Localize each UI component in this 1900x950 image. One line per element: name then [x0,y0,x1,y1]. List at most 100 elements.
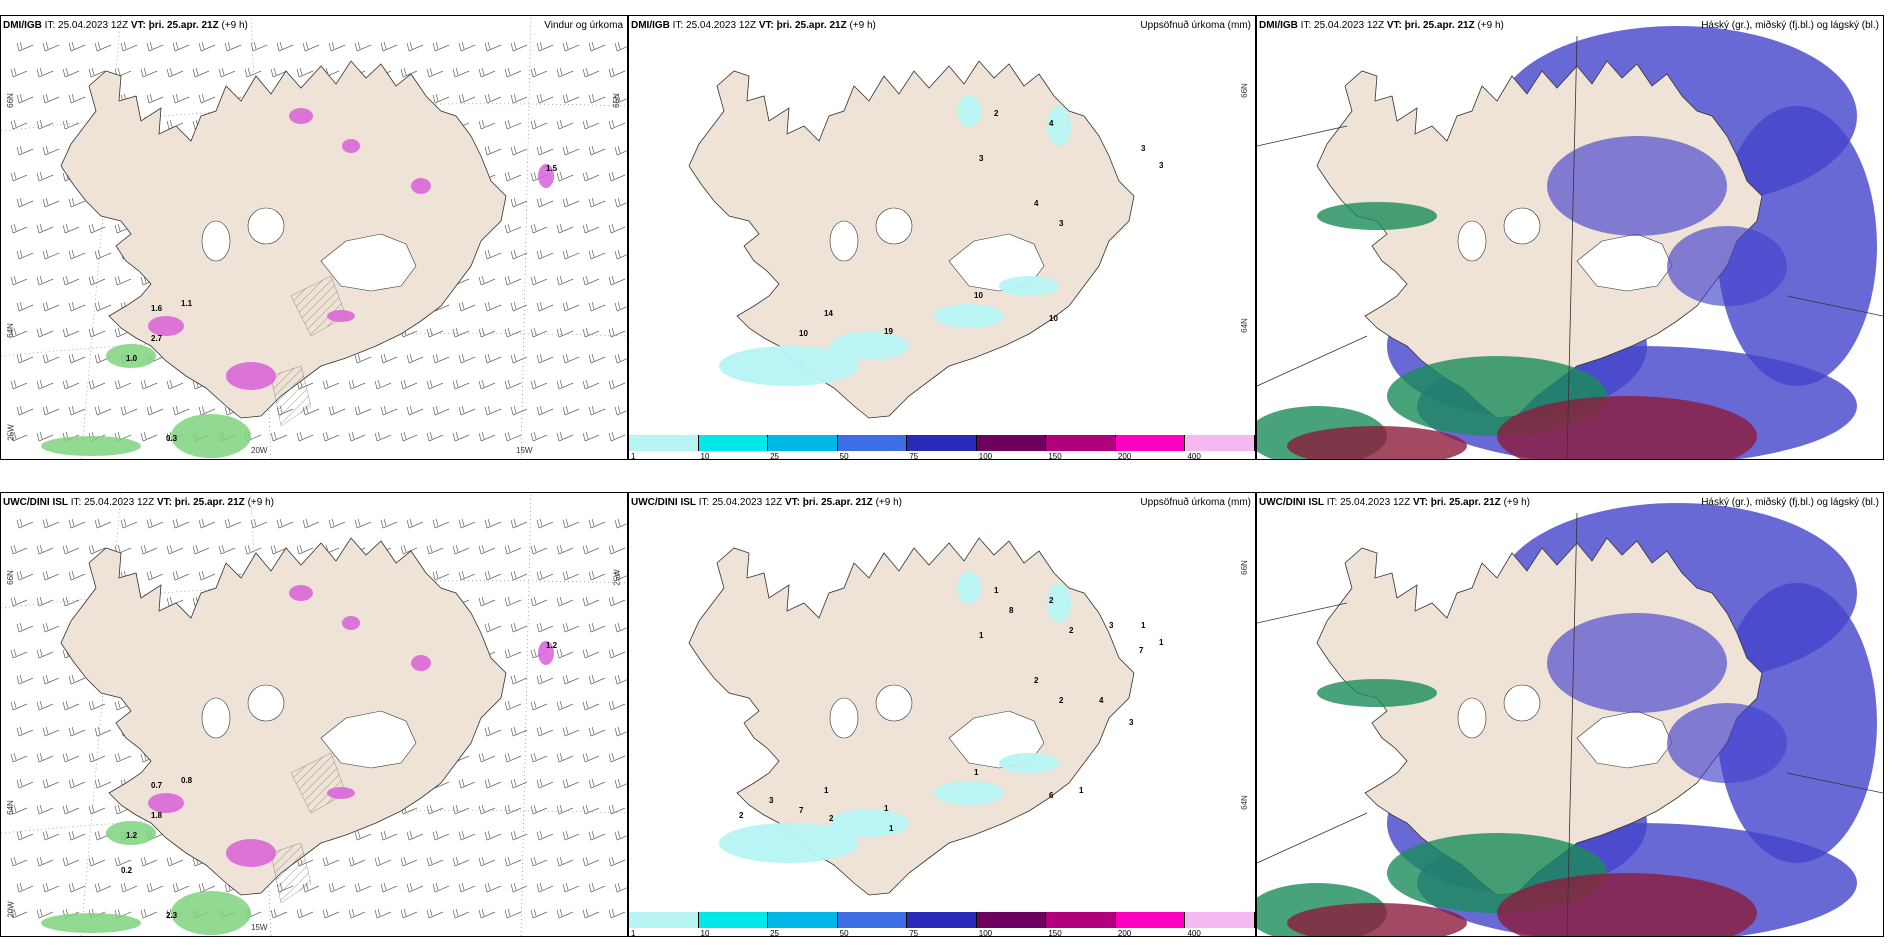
wind-3-wind-barb [510,830,528,841]
wind-3-wind-barb [10,648,28,659]
wind-3-wind-barb [374,856,392,867]
wind-3-wind-barb [16,674,34,685]
wind-3-wind-barb [68,570,86,581]
wind-0-wind-barb [10,223,28,234]
accum-4-precip-label: 2 [1034,676,1039,685]
wind-0-wind-barb [582,275,600,286]
wind-3-wind-barb [504,544,522,555]
wind-0-wind-barb [374,379,392,390]
colorbar-tick: 10 [700,452,710,460]
wind-0-wind-barb [36,67,54,78]
panel-title: Háský (gr.), miðský (fj.bl.) og lágský (… [1701,20,1879,31]
accum-4-accum-area [1047,583,1071,623]
panel-header: UWC/DINI ISL IT: 25.04.2023 12Z VT: þri.… [1259,497,1879,508]
wind-0-wind-barb [172,405,190,416]
wind-3-wind-barb [354,830,372,841]
wind-0-wind-barb [322,431,340,442]
wind-0-wind-barb [614,145,627,156]
panel-header: DMI/IGB IT: 25.04.2023 12Z VT: þri. 25.a… [1259,20,1879,31]
wind-0-wind-barb [36,171,54,182]
wind-0-wind-barb [530,379,548,390]
wind-3-wind-barb [192,544,210,555]
wind-3-wind-barb [510,674,528,685]
wind-0-wind-barb [302,41,320,52]
wind-0-wind-barb [608,67,626,78]
accum-1-precip-label: 10 [1049,314,1058,323]
wind-3-coord-label: 66N [5,570,15,585]
wind-3-wind-barb [406,518,424,529]
wind-0-wind-barb [556,275,574,286]
wind-3-wind-barb [536,778,554,789]
wind-3-wind-barb [10,856,28,867]
cloud-2-mid-cloud [1497,396,1757,459]
accum-1-precip-label: 14 [824,309,833,318]
wind-0-wind-barb [556,379,574,390]
wind-3-wind-barb [16,830,34,841]
wind-0-precip-area [538,164,554,188]
wind-3-wind-barb [42,778,60,789]
wind-3-wind-barb [484,518,502,529]
wind-3-wind-barb [582,908,600,919]
wind-3-wind-barb [400,544,418,555]
wind-3-wind-barb [562,622,580,633]
wind-0-wind-barb [68,405,86,416]
wind-3-wind-barb [68,518,86,529]
wind-0-wind-barb [510,301,528,312]
accum-1-precip-label: 10 [799,329,808,338]
wind-0-coord-label: 20W [251,446,268,455]
colorbar-tick: 150 [1048,929,1062,937]
wind-3-wind-barb [88,700,106,711]
wind-3-wind-barb [556,908,574,919]
colorbar-swatch [698,435,769,451]
accum-1-iceland-land [688,60,1135,419]
wind-3-wind-barb [614,674,627,685]
wind-3-wind-barb [36,908,54,919]
colorbar-tick: 400 [1187,452,1201,460]
cloud-2-high-cloud [1317,202,1437,230]
wind-3-wind-barb [504,752,522,763]
wind-0-precip-area [411,178,431,194]
wind-0-wind-barb [556,327,574,338]
accum-4-precip-label: 3 [1129,718,1134,727]
wind-3-wind-barb [608,752,626,763]
wind-3-wind-barb [172,518,190,529]
wind-0-wind-barb [198,93,216,104]
accum-1-accum-area [719,346,859,386]
wind-3-wind-barb [380,830,398,841]
cloud-2-glacier-hofsjokull [1457,220,1487,262]
wind-0-wind-barb [582,67,600,78]
accum-4-precip-label: 2 [829,814,834,823]
wind-0-wind-barb [120,41,138,52]
wind-0-wind-barb [562,145,580,156]
wind-0-wind-barb [530,275,548,286]
colorbar-swatch [768,435,838,451]
wind-0-wind-barb [16,301,34,312]
wind-0-wind-barb [452,431,470,442]
wind-3-wind-barb [114,752,132,763]
wind-0-wind-barb [432,93,450,104]
cloud-5-graticule [1257,512,1883,936]
wind-0-wind-barb [562,405,580,416]
wind-3-wind-barb [562,830,580,841]
wind-3-wind-barb [348,908,366,919]
accum-1-precip-label: 4 [1034,199,1039,208]
accum-4-precip-label: 7 [1139,646,1144,655]
wind-3-wind-barb [10,544,28,555]
wind-0-wind-barb [536,93,554,104]
wind-3-wind-barb [484,830,502,841]
accum-1-accum-area [999,276,1059,296]
wind-3-wind-barb [588,518,606,529]
colorbar-tick: 400 [1187,929,1201,937]
wind-0-wind-barb [88,379,106,390]
accum-1-precip-label: 3 [1059,219,1064,228]
wind-3-wind-barb [582,596,600,607]
wind-0-wind-barb [432,353,450,364]
wind-0-wind-barb [42,353,60,364]
wind-3-wind-barb [556,700,574,711]
accum-4-precip-label: 7 [799,806,804,815]
wind-0-wind-barb [94,301,112,312]
wind-0-wind-barb [478,67,496,78]
wind-3-wind-barb [556,544,574,555]
wind-3-wind-barb [328,882,346,893]
wind-3-wind-barb [582,700,600,711]
